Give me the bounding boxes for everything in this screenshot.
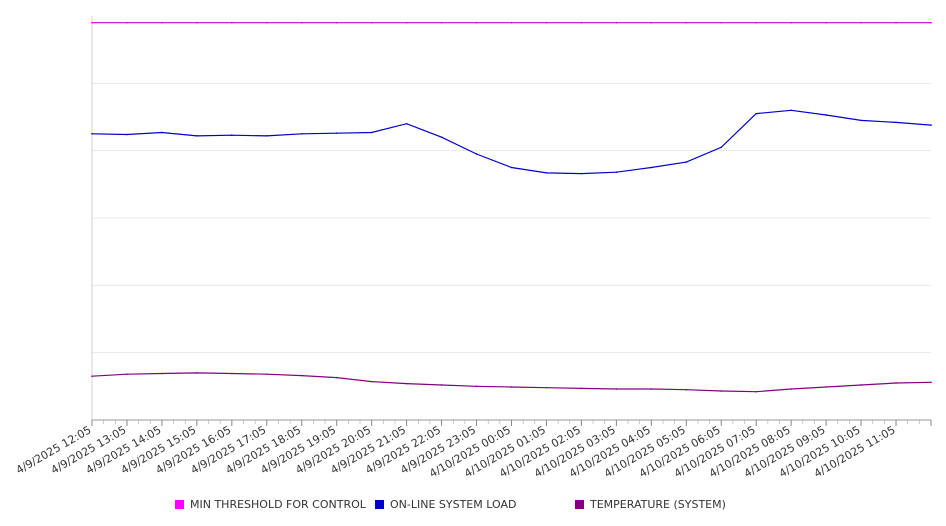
data-point [335, 21, 338, 24]
data-point [126, 133, 128, 136]
data-point [196, 372, 198, 374]
data-point [580, 172, 583, 175]
data-point [475, 385, 478, 388]
data-point [510, 21, 513, 24]
data-point [440, 384, 443, 386]
data-point [91, 375, 93, 378]
data-point [790, 21, 792, 24]
data-point [720, 21, 723, 24]
data-point [895, 382, 897, 384]
data-point [685, 21, 688, 24]
data-point [685, 388, 688, 391]
data-point [755, 112, 758, 115]
data-point [650, 388, 653, 390]
data-point [615, 388, 618, 390]
gridlines [92, 82, 931, 354]
legend-swatch [175, 500, 184, 509]
data-point [231, 372, 233, 375]
data-point [405, 382, 408, 385]
data-point [790, 109, 792, 112]
data-point [930, 381, 932, 384]
series-line-1 [91, 109, 932, 175]
legend-swatch [575, 500, 584, 509]
data-point [161, 372, 163, 375]
data-point [265, 135, 268, 137]
data-point [231, 21, 233, 24]
data-point [720, 146, 723, 149]
data-point [510, 166, 513, 169]
data-point [91, 133, 93, 135]
data-point [196, 21, 198, 24]
data-point [370, 131, 373, 134]
data-point [755, 21, 758, 24]
data-point [895, 21, 897, 24]
data-point [615, 171, 618, 174]
data-point [790, 388, 792, 390]
data-point [440, 21, 443, 24]
data-point [860, 384, 862, 386]
legend-swatch [375, 500, 384, 509]
data-point [300, 374, 303, 377]
legend: MIN THRESHOLD FOR CONTROL ON-LINE SYSTEM… [0, 498, 946, 514]
data-point [930, 21, 932, 24]
data-point [545, 172, 548, 174]
data-point [510, 386, 513, 388]
data-point [685, 161, 688, 163]
legend-item-temperature: TEMPERATURE (SYSTEM) [575, 498, 726, 511]
data-point [91, 21, 93, 24]
data-point [370, 21, 373, 24]
data-point [580, 387, 583, 390]
data-point [231, 134, 233, 136]
data-point [930, 124, 932, 126]
x-tick-labels: 4/9/2025 12:054/9/2025 13:054/9/2025 14:… [14, 423, 898, 480]
axes [91, 16, 932, 426]
data-point [405, 21, 408, 24]
data-point [860, 119, 862, 122]
data-point [335, 132, 338, 134]
data-point [545, 21, 548, 24]
legend-item-system-load: ON-LINE SYSTEM LOAD [375, 498, 516, 511]
data-point [300, 133, 303, 135]
data-point [615, 21, 618, 24]
series-line-2 [91, 372, 932, 393]
data-point [405, 122, 408, 125]
data-point [825, 114, 827, 116]
data-point [265, 373, 268, 376]
data-point [440, 136, 443, 138]
data-point [265, 21, 268, 24]
data-point [335, 376, 338, 379]
data-point [825, 21, 827, 24]
data-point [475, 153, 478, 155]
data-point [650, 166, 653, 169]
data-point [650, 21, 653, 24]
data-point [545, 386, 548, 389]
legend-label: ON-LINE SYSTEM LOAD [390, 498, 517, 511]
data-point [126, 373, 128, 376]
data-point [370, 380, 373, 383]
legend-label: MIN THRESHOLD FOR CONTROL [190, 498, 366, 511]
data-point [580, 21, 583, 24]
legend-item-min-threshold: MIN THRESHOLD FOR CONTROL [175, 498, 366, 511]
data-point [825, 386, 827, 388]
data-point [720, 390, 723, 392]
data-point [196, 135, 198, 137]
data-point [755, 390, 758, 393]
data-point [860, 21, 862, 24]
data-point [126, 21, 128, 24]
data-point [161, 131, 163, 134]
data-point [161, 21, 163, 24]
series-lines [91, 21, 932, 393]
data-point [475, 21, 478, 24]
data-point [895, 121, 897, 124]
data-point [300, 21, 303, 24]
legend-label: TEMPERATURE (SYSTEM) [590, 498, 726, 511]
